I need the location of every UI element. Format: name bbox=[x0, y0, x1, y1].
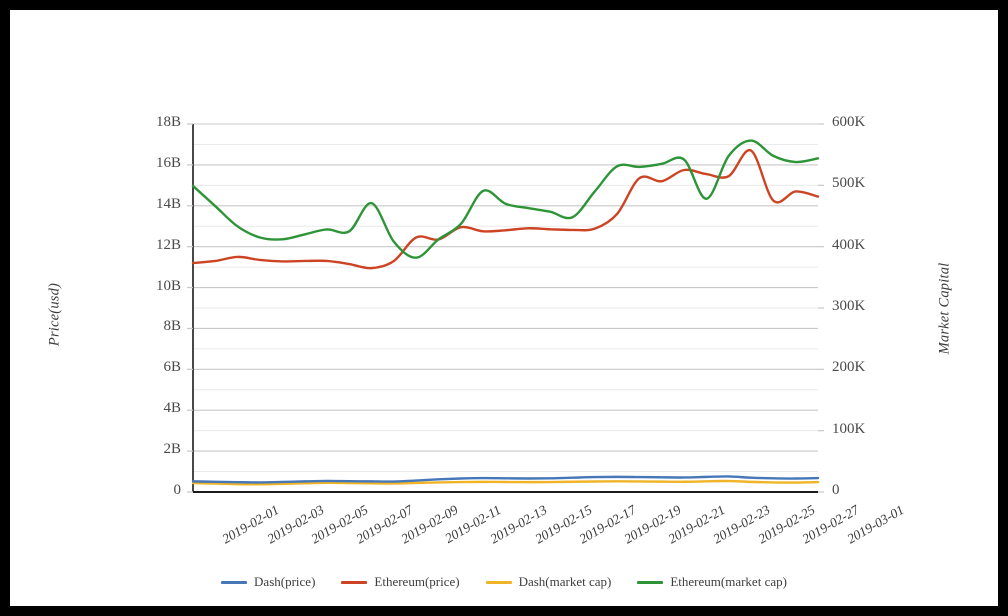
y-axis-right-tick-label: 100K bbox=[832, 420, 866, 437]
plot-area bbox=[187, 123, 824, 493]
chart-root: Price(usd) Market Capital 0 2B 4B 6B 8B 10B 12… bbox=[10, 10, 998, 606]
y-axis-right-tick-label: 0 bbox=[832, 482, 840, 498]
y-axis-left-tick-label: 16B bbox=[155, 154, 181, 171]
legend-item-label: Ethereum(price) bbox=[374, 574, 460, 589]
chart-canvas: Price(usd) Market Capital 0 2B 4B 6B 8B 10B 12… bbox=[10, 10, 998, 606]
legend-item-label: Ethereum(market cap) bbox=[670, 574, 787, 589]
y-axis-right-tick-label: 500K bbox=[832, 175, 866, 192]
y-axis-left-tick-label: 10B bbox=[155, 277, 181, 294]
y-axis-left-tick-label: 2B bbox=[163, 441, 181, 458]
y-axis-left-tick-label: 14B bbox=[155, 195, 181, 212]
series-line-ethereummarket-cap bbox=[191, 139, 820, 259]
series-line-dashmarket-cap bbox=[191, 479, 820, 486]
legend-swatch-icon bbox=[485, 580, 512, 584]
y-axis-left-tick-label: 8B bbox=[163, 318, 181, 335]
y-axis-right-tick-label: 200K bbox=[832, 359, 866, 376]
series-line-ethereumprice bbox=[191, 149, 820, 270]
y-axis-right-tick-label: 600K bbox=[832, 114, 866, 130]
y-axis-left-tick-label: 18B bbox=[155, 114, 181, 130]
legend-item-label: Dash(price) bbox=[254, 574, 316, 589]
y-axis-left-tick-label: 6B bbox=[163, 359, 181, 376]
legend-swatch-icon bbox=[637, 580, 664, 584]
legend-swatch-icon bbox=[221, 580, 248, 584]
y-axis-left-title: Price(usd) bbox=[46, 282, 63, 347]
y-axis-left-tick-label: 4B bbox=[163, 400, 181, 417]
legend-item[interactable]: Ethereum(price) bbox=[341, 574, 460, 590]
y-axis-right-title: Market Capital bbox=[936, 262, 953, 355]
y-axis-left-tick-label: 0 bbox=[173, 482, 182, 498]
y-axis-right-tick-label: 300K bbox=[832, 298, 866, 314]
legend-item[interactable]: Dash(market cap) bbox=[485, 574, 612, 590]
legend-item-label: Dash(market cap) bbox=[518, 574, 612, 589]
legend-item[interactable]: Dash(price) bbox=[221, 574, 315, 590]
y-axis-right-tick-label: 400K bbox=[832, 236, 866, 253]
chart-legend: Dash(price) Ethereum(price) Dash(market ca… bbox=[10, 574, 998, 590]
legend-item[interactable]: Ethereum(market cap) bbox=[637, 574, 787, 590]
y-axis-left-tick-label: 12B bbox=[155, 236, 181, 253]
series-line-dashprice bbox=[191, 475, 820, 484]
legend-swatch-icon bbox=[341, 580, 368, 584]
